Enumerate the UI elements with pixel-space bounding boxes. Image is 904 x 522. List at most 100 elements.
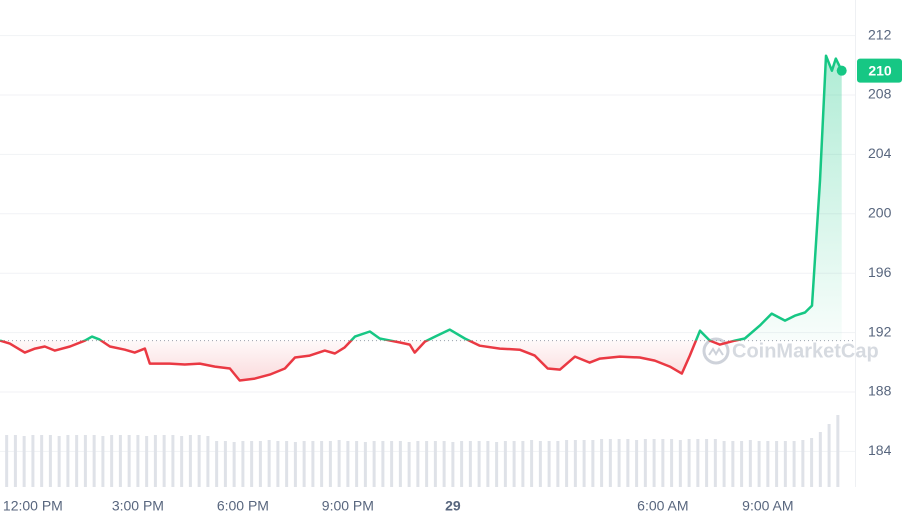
volume-bar <box>486 441 490 487</box>
price-area <box>0 55 842 381</box>
volume-bar <box>66 435 70 487</box>
volume-bar <box>390 441 394 487</box>
volume-bar <box>451 442 455 487</box>
volume-bar <box>836 415 840 487</box>
volume-bar <box>328 441 332 487</box>
volume-bar <box>293 442 297 487</box>
y-tick-label: 184 <box>868 442 892 458</box>
volume-bar <box>705 439 709 487</box>
watermark: CoinMarketCap <box>702 337 879 365</box>
volume-bar <box>521 441 525 487</box>
volume-bar <box>320 441 324 487</box>
volume-bar <box>83 435 87 487</box>
x-tick-label: 12:00 PM <box>3 498 63 514</box>
x-tick-label: 3:00 PM <box>112 498 164 514</box>
volume-bar <box>223 441 227 487</box>
volume-bar <box>22 436 26 487</box>
y-tick-label: 208 <box>868 86 892 102</box>
volume-bar <box>495 442 499 487</box>
volume-bar <box>740 441 744 487</box>
watermark-text: CoinMarketCap <box>732 340 879 362</box>
volume-bar <box>372 441 376 487</box>
volume-bar <box>643 439 647 487</box>
volume-bar <box>635 440 639 487</box>
volume-bar <box>556 441 560 487</box>
y-tick-label: 188 <box>868 383 892 399</box>
volume-bar <box>232 442 236 487</box>
volume-bar <box>407 442 411 487</box>
volume-bar <box>775 441 779 487</box>
volume-bar <box>110 435 114 487</box>
volume-bar <box>425 441 429 487</box>
volume-bar <box>171 435 175 487</box>
volume-bar <box>468 441 472 487</box>
volume-bar <box>442 441 446 487</box>
volume-bar <box>197 435 201 487</box>
volume-bar <box>118 435 122 487</box>
volume-bar <box>5 435 9 487</box>
volume-bar <box>477 441 481 487</box>
price-line <box>0 54 843 382</box>
volume-bar <box>215 441 219 487</box>
y-tick-label: 212 <box>868 26 892 42</box>
volume-bar <box>460 441 464 487</box>
volume-bar <box>565 440 569 487</box>
volume-bar <box>180 436 184 487</box>
y-tick-label: 204 <box>868 145 892 161</box>
volume-bar <box>381 441 385 487</box>
volume-bar <box>127 435 131 487</box>
volume-bar <box>136 435 140 487</box>
x-tick-label: 9:00 PM <box>322 498 374 514</box>
volume-bar <box>810 438 814 487</box>
price-badge <box>857 58 902 83</box>
volume-bar <box>652 439 656 487</box>
volume-bar <box>267 440 271 487</box>
volume-bar <box>783 441 787 487</box>
volume-bar <box>241 441 245 487</box>
volume-bar <box>206 436 210 487</box>
volume-bar <box>547 441 551 487</box>
volume-bar <box>696 439 700 487</box>
volume-bar <box>92 435 96 487</box>
volume-bar <box>57 436 61 487</box>
volume-bar <box>687 439 691 487</box>
volume-bar <box>757 441 761 487</box>
volume-bar <box>600 439 604 487</box>
volume-bar <box>582 440 586 487</box>
volume-bar <box>311 441 315 487</box>
volume-bar <box>661 439 665 487</box>
y-tick-label: 196 <box>868 264 892 280</box>
current-dot <box>836 65 847 76</box>
volume-bar <box>153 435 157 487</box>
volume-bar <box>801 440 805 487</box>
volume-bar <box>722 441 726 487</box>
volume-bar <box>530 440 534 487</box>
volume-bar <box>538 441 542 487</box>
volume-bar <box>188 435 192 487</box>
volume-bar <box>13 435 17 487</box>
volume-bar <box>512 441 516 487</box>
x-tick-label: 29 <box>445 498 461 514</box>
volume-bar <box>258 441 262 487</box>
volume-bar <box>337 440 341 487</box>
volume-bar <box>101 436 105 487</box>
volume-bar <box>302 441 306 487</box>
volume-bar <box>162 435 166 487</box>
volume-bar <box>731 441 735 487</box>
price-badge-label: 210 <box>868 62 892 78</box>
volume-bar <box>748 440 752 487</box>
volume-bar <box>678 440 682 487</box>
volume-bar <box>31 435 35 487</box>
volume-bar <box>40 435 44 487</box>
volume-bar <box>503 441 507 487</box>
volume-bar <box>398 441 402 487</box>
volume-bar <box>713 439 717 487</box>
volume-bar <box>250 441 254 487</box>
volume-bar <box>145 436 149 487</box>
volume-bar <box>670 439 674 487</box>
x-tick-label: 9:00 AM <box>742 498 793 514</box>
volume-bar <box>792 441 796 487</box>
volume-bar <box>363 442 367 487</box>
volume-bar <box>346 441 350 487</box>
volume-bar <box>818 432 822 487</box>
